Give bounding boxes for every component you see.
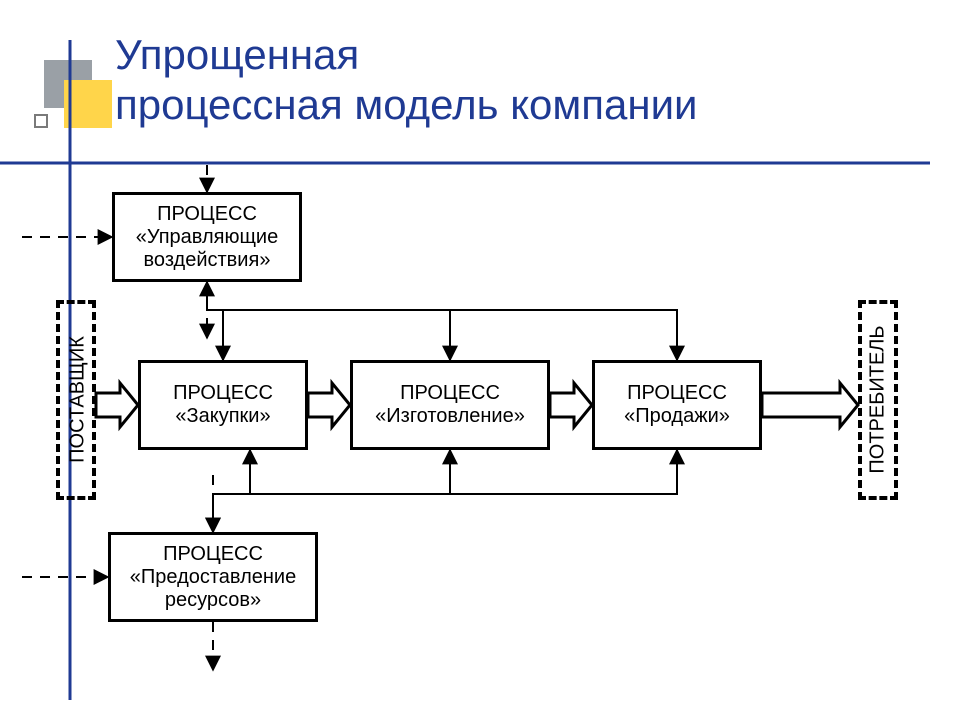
stage: Упрощенная процессная модель компании ПР… (0, 0, 960, 720)
node-buy-text: ПРОЦЕСС«Закупки» (173, 382, 273, 428)
node-control: ПРОЦЕСС«Управляющиевоздействия» (112, 192, 302, 282)
consumer-label: ПОТРЕБИТЕЛЬ (867, 320, 890, 480)
title-line1: Упрощенная (115, 30, 698, 80)
page-title: Упрощенная процессная модель компании (115, 30, 698, 130)
node-sell-text: ПРОЦЕСС«Продажи» (624, 382, 730, 428)
node-resources: ПРОЦЕСС«Предоставлениересурсов» (108, 532, 318, 622)
supplier-label: ПОСТАВЩИК (67, 320, 90, 480)
title-line2: процессная модель компании (115, 80, 698, 130)
node-sell: ПРОЦЕСС«Продажи» (592, 360, 762, 450)
deco-square-hollow (34, 114, 48, 128)
node-control-text: ПРОЦЕСС«Управляющиевоздействия» (136, 203, 278, 272)
deco-square-yellow (64, 80, 112, 128)
node-resources-text: ПРОЦЕСС«Предоставлениересурсов» (130, 543, 296, 612)
node-buy: ПРОЦЕСС«Закупки» (138, 360, 308, 450)
node-make-text: ПРОЦЕСС«Изготовление» (375, 382, 525, 428)
node-make: ПРОЦЕСС«Изготовление» (350, 360, 550, 450)
